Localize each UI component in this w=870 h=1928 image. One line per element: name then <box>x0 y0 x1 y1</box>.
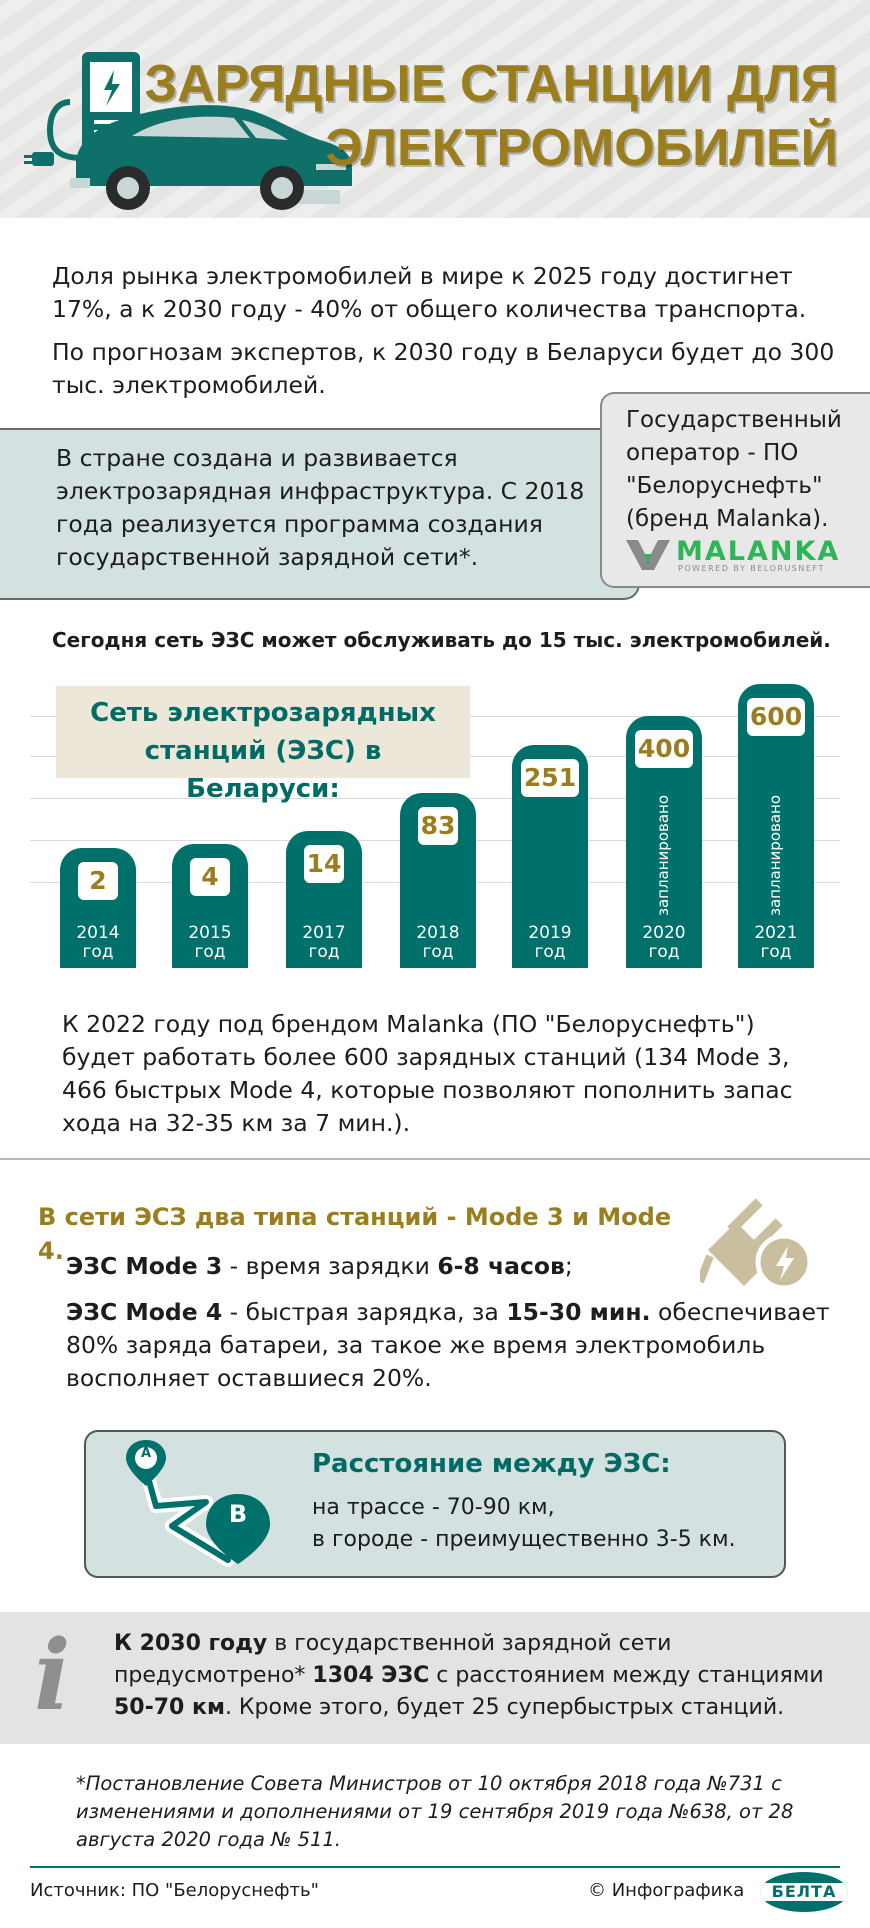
bar-label-2019: 2019 год <box>528 923 572 962</box>
footer-divider <box>30 1866 840 1868</box>
belta-logo-text: БЕЛТА <box>771 1882 837 1901</box>
malanka-logo: MALANKA POWERED BY BELORUSNEFT <box>626 538 856 574</box>
plan-2030-year: К 2030 году <box>114 1631 268 1656</box>
bar-label-2020: 2020 год <box>642 923 686 962</box>
credit-text: © Инфографика <box>588 1880 745 1901</box>
bar-value-2018: 83 <box>418 807 458 846</box>
mode3-name: ЭЗС Mode 3 <box>66 1252 223 1280</box>
plan-2030-t3: . Кроме этого, будет 25 супербыстрых ста… <box>224 1695 785 1720</box>
bar-annotation-2020: запланировано <box>654 794 672 916</box>
pin-b-label: B <box>228 1500 248 1528</box>
modes-heading: В сети ЭСЗ два типа станций - Mode 3 и M… <box>38 1203 672 1265</box>
intro-paragraph-2: По прогнозам экспертов, к 2030 году в Бе… <box>52 338 835 399</box>
bar-label-2021: 2021 год <box>754 923 798 962</box>
bar-value-2017: 14 <box>304 845 344 884</box>
charging-plug-icon <box>700 1198 813 1291</box>
capacity-text: Сегодня сеть ЭЗС может обслуживать до 15… <box>52 628 831 652</box>
infrastructure-text: В стране создана и развивается электроза… <box>56 444 585 571</box>
mode4-time: 15-30 мин. <box>506 1298 651 1326</box>
electric-car-charger-icon <box>24 52 352 210</box>
bar-label-2017: 2017 год <box>302 923 346 962</box>
malanka-logo-sub: POWERED BY BELORUSNEFT <box>678 564 825 573</box>
mode4-text-b: обеспечивает 80% заряда батареи, за тако… <box>66 1298 830 1392</box>
plan-2030-text: К 2030 году в государственной зарядной с… <box>114 1628 844 1724</box>
plan-2030-panel <box>0 1612 870 1744</box>
plan-2030-distance: 50-70 км <box>114 1695 225 1720</box>
mode4-text-a: - быстрая зарядка, за <box>222 1298 507 1326</box>
bar-value-2019: 251 <box>521 759 579 798</box>
belta-logo: БЕЛТА <box>760 1872 848 1912</box>
chart-title-box <box>56 686 470 778</box>
route-icon <box>126 1440 270 1567</box>
infrastructure-panel <box>0 428 640 600</box>
bar-value-2014: 2 <box>78 861 118 900</box>
bar-value-2020: 400 <box>635 729 693 768</box>
bar-label-2018: 2018 год <box>416 923 460 962</box>
info-icon: i <box>34 1619 71 1732</box>
malanka-logo-word: MALANKA <box>676 536 841 567</box>
plan-2030-count: 1304 ЭЗС <box>312 1663 430 1688</box>
distance-city: в городе - преимущественно 3-5 км. <box>312 1527 736 1552</box>
page-title-line-1: ЗАРЯДНЫЕ СТАНЦИИ ДЛЯ <box>144 55 838 113</box>
chart-title: Сеть электрозарядных станций (ЭЗС) в Бел… <box>90 698 436 804</box>
bar-annotation-2021: запланировано <box>766 794 784 916</box>
mode3-time: 6-8 часов <box>437 1252 565 1280</box>
footnote: *Постановление Совета Министров от 10 ок… <box>76 1772 794 1851</box>
bar-value-2015: 4 <box>190 857 230 896</box>
pin-a-label: A <box>140 1446 152 1461</box>
intro-paragraph-1: Доля рынка электромобилей в мире к 2025 … <box>52 262 807 323</box>
header-banner: ЗАРЯДНЫЕ СТАНЦИИ ДЛЯ ЭЛЕКТРОМОБИЛЕЙ <box>0 0 870 218</box>
source-text: Источник: ПО "Белоруснефть" <box>30 1880 319 1901</box>
page-title-line-2: ЭЛЕКТРОМОБИЛЕЙ <box>325 119 838 177</box>
bar-label-2015: 2015 год <box>188 923 232 962</box>
operator-text: Государственный оператор - ПО "Белорусне… <box>626 407 842 532</box>
forecast-text: К 2022 году под брендом Malanka (ПО "Бел… <box>62 1010 793 1137</box>
mode3-text-a: - время зарядки <box>222 1252 438 1280</box>
plan-2030-t2: с расстоянием между станциями <box>429 1663 824 1688</box>
mode4-text: ЭЗС Mode 4 - быстрая зарядка, за 15-30 м… <box>66 1296 836 1395</box>
distance-heading: Расстояние между ЭЗС: <box>312 1449 671 1479</box>
distance-highway: на трассе - 70-90 км, <box>312 1495 555 1520</box>
mode3-text-b: ; <box>564 1252 573 1280</box>
section-divider <box>0 1158 870 1160</box>
malanka-v-icon <box>626 540 670 570</box>
mode4-name: ЭЗС Mode 4 <box>66 1298 223 1326</box>
ezs-bar-chart: Сеть электрозарядных станций (ЭЗС) в Бел… <box>0 680 870 970</box>
plan-2030-t1: в государственной зарядной сети предусмо… <box>114 1631 672 1688</box>
bar-value-2021: 600 <box>747 698 805 736</box>
bar-label-2014: 2014 год <box>76 923 120 962</box>
mode3-text: ЭЗС Mode 3 - время зарядки 6-8 часов; <box>66 1250 786 1283</box>
